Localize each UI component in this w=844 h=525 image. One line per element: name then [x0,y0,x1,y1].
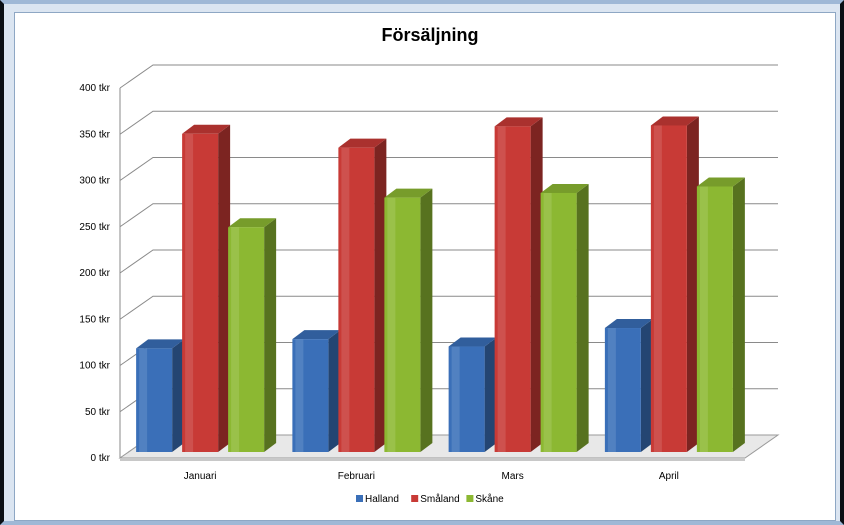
bar-side [264,218,277,452]
bar-highlight [607,328,616,452]
bar-highlight [699,186,708,452]
legend-item: Skåne [466,493,504,505]
y-tick-label: 0 tkr [91,453,111,464]
bar-top [182,124,231,134]
bar-side [172,339,185,452]
bar-side [374,138,387,452]
floor-edge [120,458,745,461]
bar-highlight [295,339,304,452]
x-tick-label: Februari [338,471,375,482]
y-tick-label: 250 tkr [79,222,110,233]
bar-highlight [139,348,148,452]
bar-side [420,188,433,452]
legend-swatch [466,495,474,502]
legend-swatch [356,495,363,502]
bar-highlight [451,346,460,452]
chart-title: Försäljning [381,25,478,45]
y-tick-label: 50 tkr [85,407,111,418]
bar-side [218,124,231,453]
y-axis-ticks: 0 tkr 50 tkr 100 tkr 150 tkr 200 tkr 250 tkr 3… [79,83,110,464]
bar-side [686,116,699,452]
bar-top [292,330,341,340]
bar-side [530,117,543,452]
bar [292,330,341,452]
x-tick-label: Mars [502,471,524,482]
legend-label: Skåne [475,493,504,505]
bar-top [136,339,185,349]
bar-top [604,319,653,329]
gridline [119,157,778,181]
y-tick-label: 400 tkr [79,83,110,94]
bar [696,177,745,452]
bar-side [484,337,497,452]
bar [604,319,653,452]
y-tick-label: 300 tkr [79,176,110,187]
gridline [119,64,778,89]
y-tick-label: 150 tkr [79,314,110,325]
x-tick-label: Januari [184,471,217,482]
bar [384,188,433,452]
bar-side [640,319,653,452]
legend-label: Småland [420,493,459,505]
legend-swatch [411,495,419,502]
y-tick-label: 200 tkr [79,268,110,279]
bar-top [540,183,589,193]
bar-top [448,337,497,347]
bar [494,117,543,452]
bar-side [732,177,745,452]
x-axis-ticks: Januari Februari Mars April [184,471,679,482]
bar [338,138,387,452]
legend-item: Halland [356,494,399,505]
bar-top [338,138,387,148]
bar [228,218,277,452]
bar-side [328,330,341,452]
y-tick-label: 100 tkr [79,361,110,372]
bar-highlight [653,125,662,452]
x-tick-label: April [659,471,679,482]
bar-side [576,183,589,452]
legend-item: Småland [411,493,460,505]
bars [136,116,745,453]
bar-highlight [543,192,552,452]
y-tick-label: 350 tkr [79,129,110,140]
bar [182,124,231,453]
bar [540,183,589,452]
bar [136,339,185,452]
bar-top [650,116,699,126]
gridline [119,110,778,135]
bar [448,337,497,452]
bar-top [696,177,745,187]
bar-highlight [387,197,396,452]
bar-highlight [497,126,506,452]
bar-top [384,188,433,198]
bar-highlight [185,133,194,452]
legend-label: Halland [365,494,399,505]
legend: Halland Småland Skåne [356,493,504,505]
bar-highlight [341,147,350,452]
bar-highlight [231,227,240,452]
bar-top [494,117,543,127]
bar [650,116,699,452]
bar-top [228,218,277,228]
